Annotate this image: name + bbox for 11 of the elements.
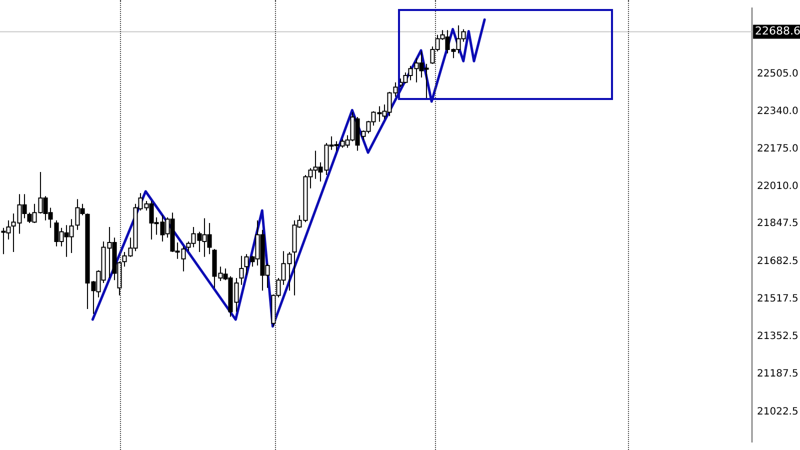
y-tick-label: 21847.5 bbox=[757, 218, 798, 230]
y-tick-label: 21352.5 bbox=[757, 331, 798, 342]
ref-line-label: 22688.6 bbox=[755, 24, 800, 38]
y-tick-label: 22505.0 bbox=[757, 68, 798, 80]
y-tick-label: 21682.5 bbox=[757, 256, 798, 267]
y-tick-label: 21022.5 bbox=[757, 406, 798, 418]
y-tick-label: 21517.5 bbox=[757, 293, 798, 304]
y-tick-label: 22175.0 bbox=[757, 144, 798, 155]
y-tick-label: 22010.0 bbox=[757, 181, 798, 192]
y-tick-label: 21187.5 bbox=[757, 368, 798, 380]
y-tick-label: 22340.0 bbox=[757, 106, 798, 117]
